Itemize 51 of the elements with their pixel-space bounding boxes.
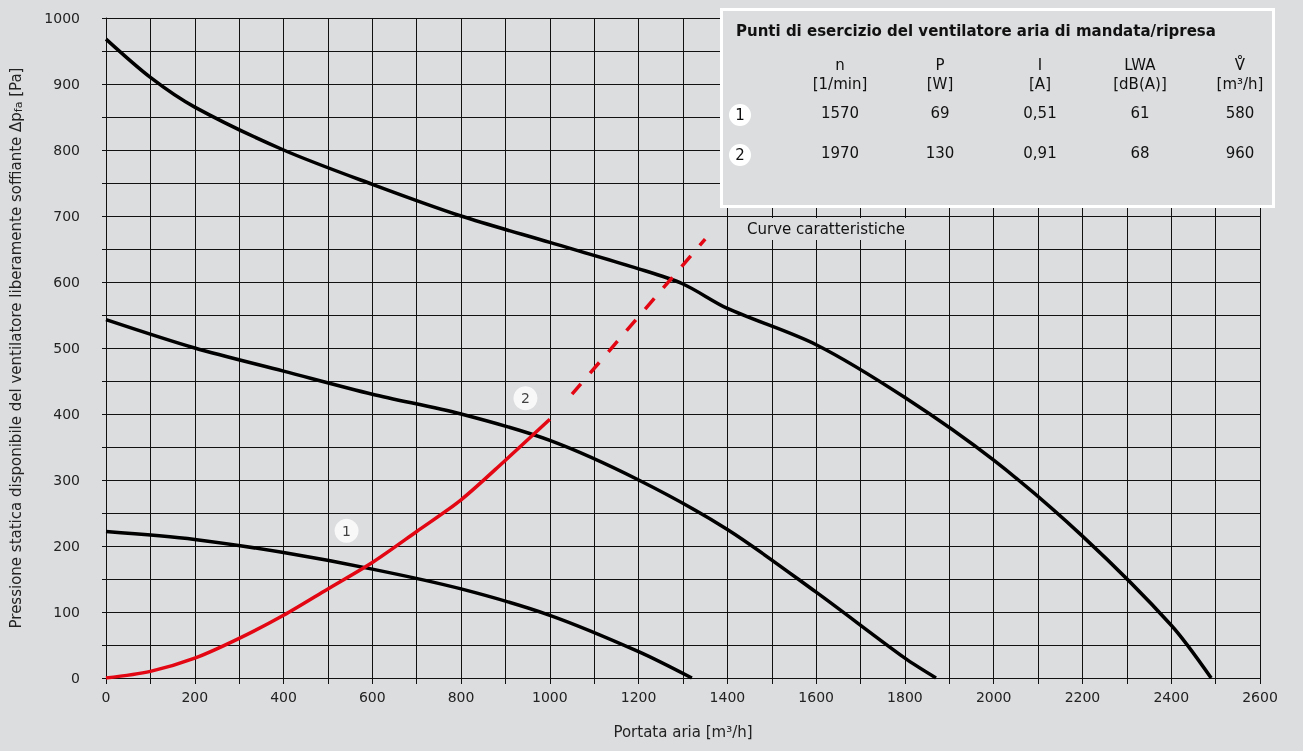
x-tick-label: 0 [101,689,111,705]
annotation: I [A] [1028,56,1052,94]
annotation: 960 [1224,144,1256,163]
y-tick-label: 300 [53,472,80,488]
annotation: 1570 [819,104,861,123]
x-tick-label: 600 [358,689,386,705]
x-tick-label: 1200 [620,689,657,705]
x-axis-title: Portata aria [m³/h] [613,722,753,741]
annotation: 1 [729,104,751,126]
x-tick-label: 200 [181,689,209,705]
line-series [104,37,1213,680]
annotation: 69 [929,104,951,123]
line-series [104,317,938,680]
y-tick-label: 100 [53,604,80,620]
x-tick-label: 1400 [709,689,746,705]
annotation: 2 [520,390,530,407]
x-tick-label: 400 [270,689,297,705]
y-tick-label: 500 [53,340,80,356]
annotation: Punti di esercizio del ventilatore aria di mandata/ripresa [736,22,1216,40]
annotation: 1 [342,522,352,539]
annotation: 0,51 [1022,104,1058,123]
y-axis-title: Pressione statica disponibile del ventilatore liberamente soffiante Δpfa [Pa] [6,67,25,629]
y-tick-label: 700 [53,208,80,224]
y-tick-label: 900 [53,76,80,92]
annotation: 580 [1224,104,1256,123]
x-tick-label: 1600 [798,689,834,705]
annotation: 68 [1129,144,1151,163]
annotation: V̊ [m³/h] [1215,56,1265,94]
x-tick-label: 2000 [975,689,1012,705]
annotation: 2 [729,144,751,166]
x-tick-label: 800 [447,689,475,705]
annotation: Curve caratteristiche [735,218,917,240]
x-tick-label: 1000 [532,689,568,705]
line-series [104,417,552,680]
annotation: 0,91 [1022,144,1058,163]
annotation: 61 [1129,104,1151,123]
y-tick-label: 0 [71,670,80,686]
y-tick-label: 1000 [44,10,80,26]
annotation: LWA [dB(A)] [1112,56,1168,94]
y-tick-label: 800 [53,142,80,158]
annotation: 130 [924,144,956,163]
y-tick-label: 600 [53,274,80,290]
x-tick-label: 1800 [887,689,923,705]
annotation: n [1/min] [811,56,869,94]
annotation: P [W] [925,56,955,94]
x-tick-label: 2400 [1153,689,1190,705]
x-tick-label: 2600 [1242,689,1278,705]
y-tick-label: 200 [53,538,80,554]
y-tick-label: 400 [53,406,80,422]
annotation: 1970 [819,144,861,163]
x-tick-label: 2200 [1064,689,1101,705]
